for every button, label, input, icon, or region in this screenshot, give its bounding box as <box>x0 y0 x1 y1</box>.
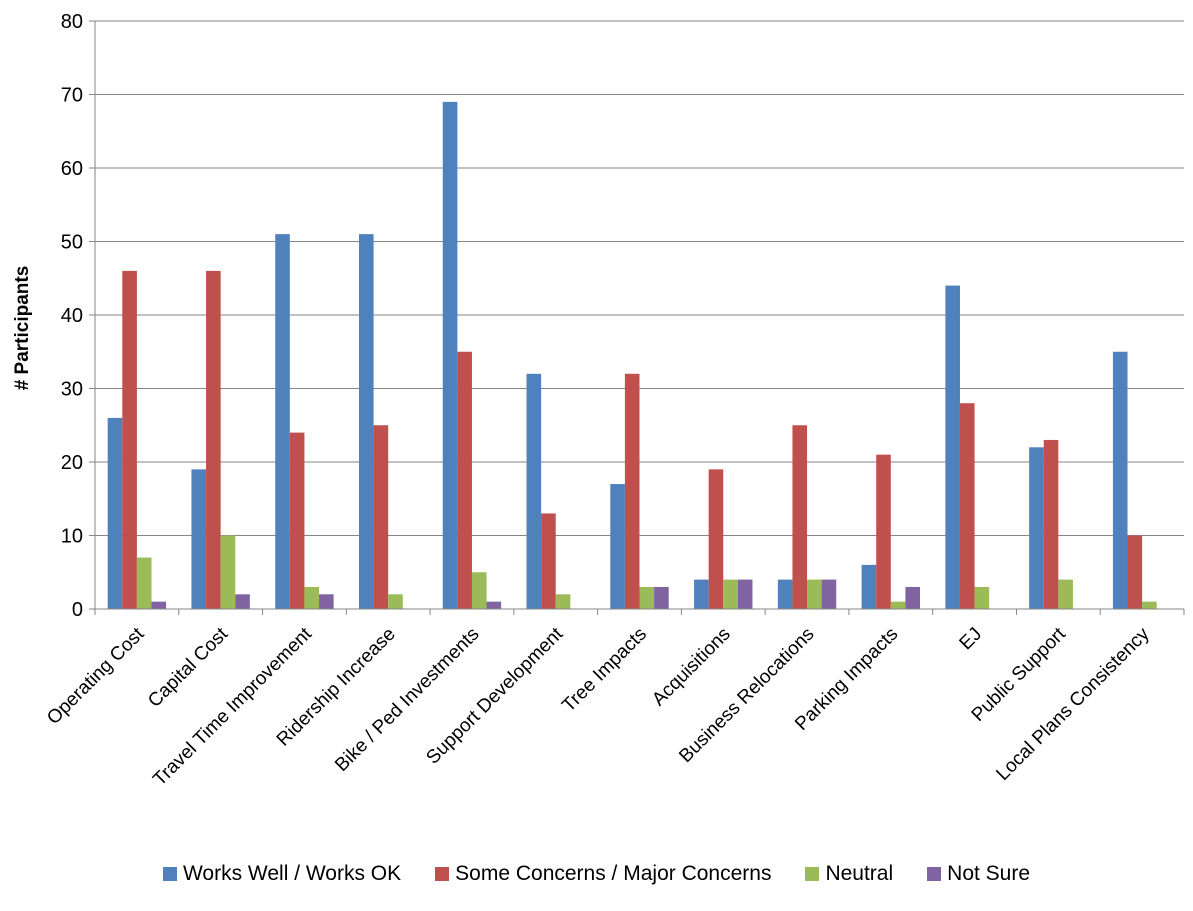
bar <box>861 564 877 609</box>
bar <box>1142 601 1157 609</box>
legend-label: Not Sure <box>947 862 1031 885</box>
bar <box>737 579 753 609</box>
legend-item: Not Sure <box>927 862 1030 886</box>
legend-swatch <box>805 867 820 881</box>
y-tick-label: 0 <box>72 599 83 621</box>
bar <box>107 417 123 609</box>
y-tick-label: 40 <box>61 305 83 327</box>
bar <box>206 270 221 609</box>
bar <box>555 594 571 609</box>
legend-swatch <box>435 867 450 881</box>
bar <box>136 557 152 609</box>
y-axis-label: # Participants <box>12 266 33 391</box>
y-tick-labels: 0 10 20 30 40 50 60 70 80 <box>61 11 83 621</box>
bar <box>945 285 960 609</box>
x-category-label: Acquisitions <box>648 624 735 711</box>
bar <box>807 579 822 609</box>
legend-item: Works Well / Works OK <box>162 862 402 886</box>
bar <box>876 454 891 609</box>
bar <box>905 586 921 609</box>
bar <box>959 403 975 609</box>
bar <box>457 351 472 609</box>
bar <box>792 425 808 609</box>
y-tick-label: 50 <box>61 232 83 254</box>
bar <box>471 572 487 609</box>
bar <box>610 484 625 609</box>
legend-label: Some Concerns / Major Concerns <box>455 862 772 885</box>
y-tick-label: 70 <box>61 85 83 107</box>
x-category-label: EJ <box>956 624 987 655</box>
bar <box>289 432 305 609</box>
bar <box>122 270 137 609</box>
legend-label: Works Well / Works OK <box>182 862 402 885</box>
legend-item: Neutral <box>805 862 893 886</box>
bar <box>220 535 236 609</box>
y-tick-label: 20 <box>61 452 83 474</box>
legend-item: Some Concerns / Major Concerns <box>435 862 771 886</box>
bar <box>639 586 655 609</box>
bar <box>486 601 502 609</box>
bar <box>1029 447 1044 609</box>
legend-label: Neutral <box>825 862 894 885</box>
x-category-label: Support Development <box>422 623 567 768</box>
bar <box>191 469 207 609</box>
bar <box>1127 535 1143 609</box>
x-category-label: Local Plans Consistency <box>992 623 1154 785</box>
x-category-label: Capital Cost <box>144 623 233 712</box>
y-tick-label: 30 <box>61 379 83 401</box>
bar <box>723 579 738 609</box>
bar <box>442 101 458 609</box>
bar <box>275 234 290 609</box>
bar-chart: 0 10 20 30 40 50 60 70 80 Operating CostCapital … <box>12 11 1185 790</box>
x-category-label: Business Relocations <box>675 624 818 767</box>
bar <box>541 513 556 609</box>
bar <box>694 579 709 609</box>
bar <box>821 579 837 609</box>
bar <box>1058 579 1073 609</box>
x-category-label: Travel Time Improvement <box>149 623 316 790</box>
bar <box>654 586 669 609</box>
bar <box>373 425 389 609</box>
y-tick-label: 10 <box>61 526 83 548</box>
x-category-label: Tree Impacts <box>558 624 651 717</box>
y-tick-label: 60 <box>61 158 83 180</box>
y-tick-label: 80 <box>61 11 83 33</box>
x-category-label: Operating Cost <box>43 623 149 729</box>
bar <box>708 469 724 609</box>
bar <box>624 373 640 609</box>
bar <box>304 586 320 609</box>
legend-swatch <box>927 867 942 881</box>
bar <box>777 579 793 609</box>
bar <box>358 234 374 609</box>
bar <box>1112 351 1128 609</box>
x-category-label: Bike / Ped Investments <box>331 624 483 776</box>
bar <box>974 586 990 609</box>
bar <box>235 594 250 609</box>
legend-swatch <box>162 867 177 881</box>
bar <box>890 601 906 609</box>
axes <box>89 20 1185 615</box>
bar <box>319 594 334 609</box>
bar <box>526 373 542 609</box>
bar <box>388 594 403 609</box>
bars <box>107 101 1157 609</box>
legend: Works Well / Works OK Some Concerns / Maj… <box>0 862 1193 886</box>
bar <box>1043 439 1059 609</box>
bar <box>151 601 167 609</box>
